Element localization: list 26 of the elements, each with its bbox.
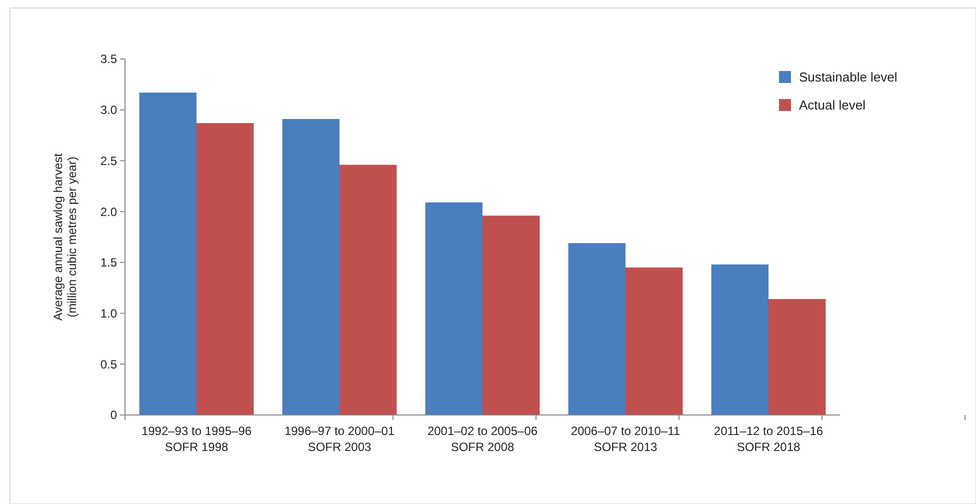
y-tick-label: 3.5 — [100, 52, 118, 66]
bar — [282, 119, 340, 415]
legend-label: Actual level — [799, 98, 866, 113]
bar — [568, 243, 626, 415]
bar — [139, 92, 196, 415]
bar — [711, 264, 768, 415]
bar — [196, 123, 254, 415]
y-tick-label: 0.5 — [100, 357, 118, 372]
y-axis-title: Average annual sawlog harvest (million cubic metres per year) — [51, 152, 79, 321]
bar — [425, 202, 482, 415]
x-tick-label: 2011–12 to 2015–16 SOFR 2018 — [714, 424, 824, 454]
y-tick-label: 1.5 — [100, 256, 118, 270]
bar — [340, 164, 397, 415]
legend-label: Sustainable level — [799, 70, 898, 85]
x-tick-label: 1992–93 to 1995–96 SOFR 1998 — [141, 424, 252, 454]
y-tick-label: 2.5 — [100, 154, 118, 168]
bar — [626, 268, 683, 415]
y-tick-label: 3.0 — [100, 103, 118, 118]
x-tick-label: 1996–97 to 2000–01 SOFR 2003 — [284, 424, 395, 454]
x-tick-label: 2001–02 to 2005–06 SOFR 2008 — [427, 424, 538, 454]
text: 0 — [110, 408, 117, 422]
x-tick-label: 2006–07 to 2010–11 SOFR 2013 — [570, 424, 680, 454]
y-tick-label: 2.0 — [100, 204, 118, 219]
bar — [482, 216, 540, 415]
bar — [768, 299, 826, 415]
y-tick-label: 1.0 — [100, 306, 118, 320]
